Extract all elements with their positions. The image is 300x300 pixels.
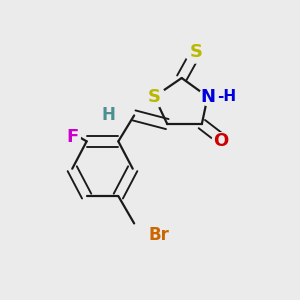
Text: Br: Br (148, 226, 169, 244)
Circle shape (185, 41, 207, 63)
Circle shape (199, 88, 216, 105)
Circle shape (212, 133, 229, 150)
Text: -H: -H (217, 89, 236, 104)
Text: N: N (200, 88, 215, 106)
Text: H: H (101, 106, 115, 124)
Circle shape (100, 107, 117, 124)
Circle shape (146, 223, 171, 247)
Circle shape (211, 88, 228, 105)
Circle shape (143, 86, 165, 108)
Text: S: S (190, 43, 202, 61)
Text: F: F (66, 128, 78, 146)
Text: S: S (148, 88, 161, 106)
Circle shape (64, 129, 80, 145)
Text: O: O (213, 132, 228, 150)
